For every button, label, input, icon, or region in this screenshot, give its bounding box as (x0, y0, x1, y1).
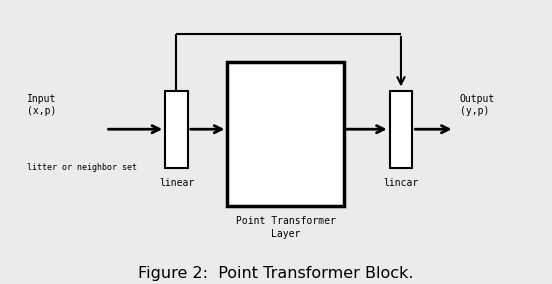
Text: Output
(y,p): Output (y,p) (460, 94, 495, 116)
Bar (165, 91, 188, 168)
Text: lincar: lincar (383, 178, 418, 187)
Bar (390, 91, 412, 168)
Text: Input
(x,p): Input (x,p) (27, 94, 56, 116)
Text: Point Transformer
Layer: Point Transformer Layer (236, 216, 336, 239)
Text: Figure 2:  Point Transformer Block.: Figure 2: Point Transformer Block. (138, 266, 414, 281)
Text: litter or neighbor set: litter or neighbor set (27, 163, 137, 172)
Bar (227, 62, 343, 206)
Text: linear: linear (159, 178, 194, 187)
